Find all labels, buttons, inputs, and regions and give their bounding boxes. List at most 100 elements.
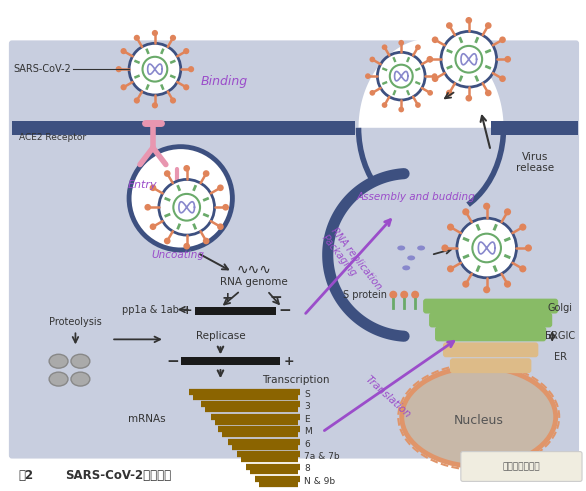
- Ellipse shape: [49, 355, 68, 368]
- Text: 7a & 7b: 7a & 7b: [304, 452, 339, 461]
- Circle shape: [485, 90, 492, 96]
- Text: Replicase: Replicase: [196, 331, 246, 341]
- Text: 3: 3: [304, 403, 309, 411]
- Circle shape: [525, 245, 532, 251]
- Text: Entry: Entry: [128, 180, 158, 191]
- Circle shape: [183, 84, 189, 90]
- Text: Proteolysis: Proteolysis: [49, 318, 102, 327]
- Polygon shape: [164, 197, 171, 202]
- Circle shape: [504, 208, 511, 216]
- Circle shape: [183, 165, 190, 172]
- Text: Assembly and budding: Assembly and budding: [357, 192, 475, 202]
- Circle shape: [504, 280, 511, 288]
- Polygon shape: [382, 67, 387, 71]
- Polygon shape: [170, 59, 176, 64]
- Circle shape: [411, 291, 419, 299]
- Polygon shape: [203, 213, 209, 218]
- FancyBboxPatch shape: [423, 299, 558, 314]
- Circle shape: [505, 56, 511, 62]
- Polygon shape: [462, 254, 469, 259]
- Ellipse shape: [397, 246, 406, 250]
- Circle shape: [188, 66, 194, 72]
- Ellipse shape: [71, 355, 90, 368]
- Circle shape: [483, 286, 490, 293]
- Circle shape: [152, 30, 158, 36]
- Circle shape: [134, 35, 140, 41]
- Text: N & 9b: N & 9b: [304, 477, 335, 486]
- Text: RNA replication
Packaging: RNA replication Packaging: [320, 225, 383, 299]
- Circle shape: [183, 48, 189, 54]
- Polygon shape: [446, 65, 453, 70]
- Circle shape: [115, 66, 122, 72]
- Bar: [490, 121, 578, 135]
- Circle shape: [465, 95, 472, 102]
- Circle shape: [457, 218, 516, 278]
- Circle shape: [427, 56, 433, 62]
- Circle shape: [217, 185, 224, 191]
- Polygon shape: [145, 84, 150, 90]
- Circle shape: [465, 17, 472, 24]
- Ellipse shape: [402, 265, 410, 271]
- Circle shape: [427, 90, 433, 96]
- Circle shape: [129, 147, 233, 250]
- Text: Binding: Binding: [201, 75, 248, 87]
- Circle shape: [446, 22, 452, 29]
- Text: +: +: [284, 355, 294, 368]
- FancyBboxPatch shape: [443, 342, 539, 357]
- Circle shape: [390, 65, 413, 87]
- Polygon shape: [134, 59, 140, 64]
- Ellipse shape: [417, 246, 425, 250]
- Text: ER: ER: [554, 352, 567, 362]
- Circle shape: [377, 53, 425, 100]
- Polygon shape: [458, 75, 464, 82]
- Text: Virus
release: Virus release: [516, 152, 554, 173]
- Circle shape: [332, 177, 486, 332]
- Circle shape: [170, 35, 176, 41]
- Circle shape: [400, 291, 408, 299]
- Text: SARS-CoV-2: SARS-CoV-2: [13, 64, 71, 74]
- Circle shape: [203, 170, 210, 177]
- Polygon shape: [406, 57, 410, 62]
- Text: SARS-CoV-2的生命史: SARS-CoV-2的生命史: [66, 469, 172, 482]
- Circle shape: [129, 43, 180, 95]
- FancyBboxPatch shape: [435, 327, 546, 341]
- Text: Transcription: Transcription: [262, 375, 330, 385]
- Circle shape: [472, 234, 501, 262]
- Circle shape: [483, 203, 490, 210]
- Circle shape: [519, 265, 526, 273]
- Bar: [12, 121, 355, 135]
- Circle shape: [499, 36, 506, 43]
- Text: 图2: 图2: [19, 469, 34, 482]
- Text: ACE2 Receptor: ACE2 Receptor: [19, 133, 86, 142]
- Circle shape: [164, 170, 171, 177]
- Bar: [195, 306, 276, 315]
- Polygon shape: [504, 237, 511, 242]
- Polygon shape: [160, 84, 165, 90]
- Circle shape: [152, 102, 158, 109]
- Text: Translation: Translation: [363, 374, 413, 420]
- Polygon shape: [203, 197, 209, 202]
- Circle shape: [222, 204, 229, 211]
- Circle shape: [446, 90, 452, 96]
- Circle shape: [415, 44, 421, 50]
- Circle shape: [447, 265, 454, 273]
- Text: −: −: [270, 290, 282, 305]
- Polygon shape: [474, 75, 479, 82]
- Circle shape: [121, 84, 127, 90]
- Circle shape: [432, 36, 438, 43]
- Ellipse shape: [49, 372, 68, 386]
- Circle shape: [149, 185, 156, 191]
- Polygon shape: [475, 265, 481, 272]
- Text: 6: 6: [304, 439, 309, 449]
- Circle shape: [149, 223, 156, 230]
- FancyBboxPatch shape: [429, 313, 552, 327]
- Circle shape: [159, 179, 214, 235]
- Circle shape: [519, 223, 526, 231]
- Polygon shape: [485, 65, 492, 70]
- Circle shape: [370, 56, 375, 62]
- Polygon shape: [446, 49, 453, 54]
- Polygon shape: [192, 223, 197, 230]
- Polygon shape: [170, 74, 176, 79]
- Circle shape: [365, 73, 371, 79]
- Circle shape: [415, 102, 421, 108]
